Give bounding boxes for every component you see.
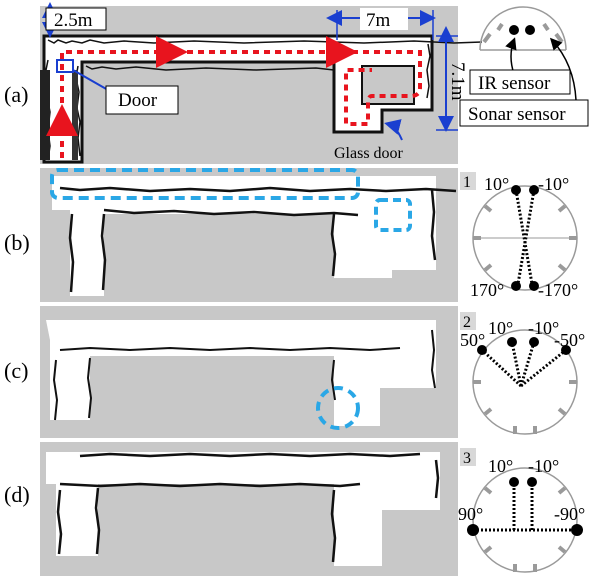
config-2-dot — [561, 345, 571, 355]
ir-sensor-box — [469, 69, 571, 95]
row-label-c: (c) — [4, 358, 28, 383]
config-1-dot — [529, 185, 539, 195]
config-2-angle-c: 50° — [460, 330, 485, 350]
ir-sensor-dot-left — [509, 25, 519, 35]
config-2-dot — [529, 337, 539, 347]
config-2-badge — [460, 312, 476, 330]
config-3-number: 3 — [463, 450, 471, 467]
row-label-b: (b) — [4, 230, 30, 255]
row-label-a: (a) — [4, 82, 28, 107]
config-1-angle-c: 170° — [470, 280, 504, 300]
config-2-dot — [477, 345, 487, 355]
glass-door-label: Glass door — [334, 145, 404, 162]
config-1-number: 1 — [463, 174, 471, 191]
config-1-angle-a: 10° — [484, 174, 509, 194]
config-1-angle-d: -170° — [538, 280, 578, 300]
door-label: Door — [118, 90, 158, 111]
length-label-box — [360, 8, 408, 30]
sensor-legend — [479, 6, 577, 101]
config-1-badge — [460, 172, 476, 190]
config-2-angle-a: 10° — [488, 318, 513, 338]
config-2-dot — [507, 337, 517, 347]
config-3-diagram — [467, 467, 583, 573]
config-3-angle-c: 90° — [458, 504, 483, 524]
config-2-number: 2 — [463, 314, 471, 331]
config-1-angle-b: -10° — [538, 174, 569, 194]
map-c — [40, 306, 458, 438]
config-3-badge — [460, 448, 476, 466]
map-d — [40, 442, 458, 576]
config-2-angle-d: -50° — [554, 330, 585, 350]
config-2-diagram — [472, 329, 578, 435]
height-label: 7.1m — [447, 62, 468, 101]
config-1-dot — [529, 281, 539, 291]
config-1-diagram — [472, 185, 578, 291]
config-1-dot — [511, 185, 521, 195]
config-3-angle-b: -10° — [528, 456, 559, 476]
sonar-sensor-label: Sonar sensor — [468, 104, 566, 125]
width-label-box — [45, 7, 107, 31]
config-3-dot — [467, 524, 479, 536]
door-label-box — [105, 85, 179, 115]
config-2-angle-b: -10° — [528, 318, 559, 338]
config-3-angle-a: 10° — [488, 456, 513, 476]
config-3-dot — [571, 524, 583, 536]
length-label: 7m — [366, 10, 391, 31]
config-1-dot — [511, 281, 521, 291]
config-3-angle-d: -90° — [554, 504, 585, 524]
config-3-dot — [509, 477, 519, 487]
map-a — [40, 2, 483, 164]
ir-sensor-dot-right — [525, 25, 535, 35]
ir-sensor-label: IR sensor — [478, 73, 551, 94]
width-label: 2.5m — [54, 10, 93, 31]
sonar-sensor-box — [459, 99, 589, 127]
row-label-d: (d) — [4, 482, 30, 507]
map-b — [40, 168, 458, 302]
config-3-dot — [527, 477, 537, 487]
